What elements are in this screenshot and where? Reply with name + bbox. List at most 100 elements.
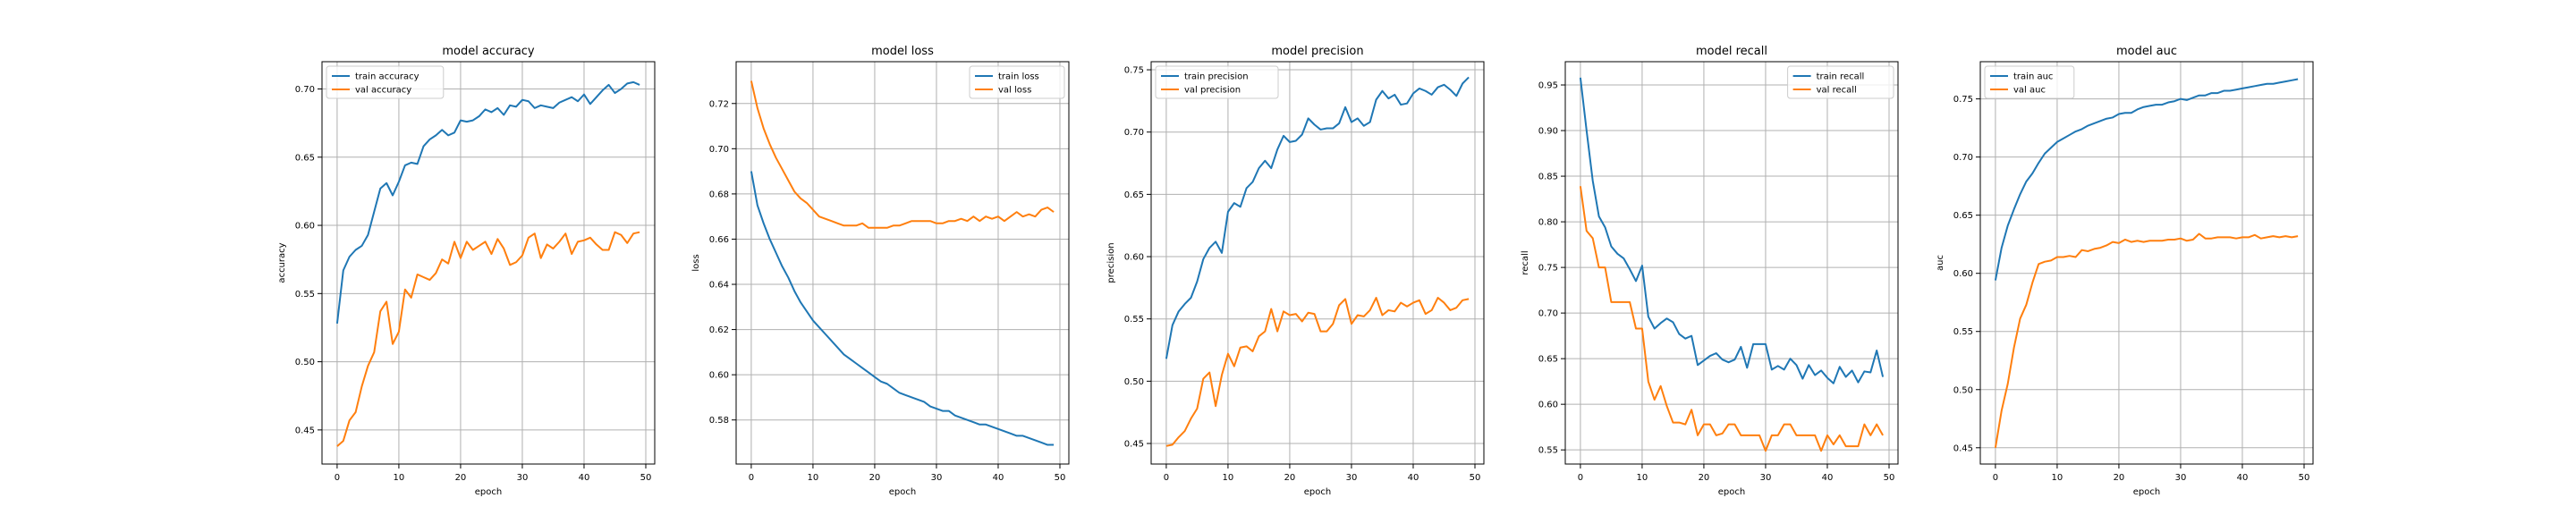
y-axis-label: precision	[1106, 242, 1116, 283]
legend-box	[969, 65, 1065, 99]
y-tick-label: 0.85	[1538, 173, 1558, 182]
chart-panel-3: 0 10 20 30 40 50 0.55 0.60 0.65 0.70 0.75 0.80 0.85 0…	[1521, 45, 1899, 497]
x-tick-label: 30	[517, 473, 529, 483]
y-tick-label: 0.45	[1124, 440, 1144, 450]
legend: train loss val loss	[969, 65, 1065, 99]
legend-label: val precision	[1184, 86, 1241, 96]
series-line-val-precision	[1165, 297, 1470, 447]
x-tick-label: 30	[931, 473, 943, 483]
chart-title: model precision	[1271, 45, 1363, 58]
y-tick-label: 0.70	[1124, 128, 1144, 138]
series-line-train-auc	[1994, 78, 2299, 281]
y-tick-label: 0.55	[1124, 315, 1144, 325]
axes-frame	[321, 61, 656, 465]
series-line-val-loss	[750, 80, 1055, 229]
x-axis-label: epoch	[1718, 487, 1745, 497]
x-tick-label: 20	[2114, 473, 2125, 483]
y-tick-label: 0.45	[1953, 443, 1973, 453]
chart-title: model recall	[1696, 45, 1767, 58]
x-tick-label: 10	[2052, 473, 2063, 483]
x-tick-label: 10	[394, 473, 405, 483]
y-tick-label: 0.68	[709, 190, 729, 199]
series-line-val-auc	[1994, 232, 2299, 448]
x-tick-label: 0	[1993, 473, 1998, 483]
y-tick-label: 0.65	[1538, 355, 1558, 365]
y-tick-label: 0.70	[709, 145, 729, 155]
y-axis-label: accuracy	[277, 242, 287, 283]
y-tick-label: 0.65	[1953, 211, 1973, 221]
y-tick-label: 0.55	[1538, 446, 1558, 456]
y-tick-label: 0.50	[1953, 385, 1973, 395]
axes-frame	[1564, 61, 1899, 465]
legend-label: train loss	[998, 72, 1039, 82]
legend-label: val loss	[998, 86, 1031, 96]
x-tick-label: 50	[1055, 473, 1066, 483]
x-tick-label: 0	[749, 473, 754, 483]
series-line-train-accuracy	[335, 80, 640, 324]
series-line-val-recall	[1579, 186, 1884, 452]
y-tick-label: 0.60	[1124, 253, 1144, 263]
y-tick-label: 0.55	[1953, 327, 1973, 337]
y-tick-label: 0.90	[1538, 127, 1558, 137]
x-tick-label: 50	[2299, 473, 2310, 483]
x-tick-label: 50	[1884, 473, 1895, 483]
x-tick-label: 40	[1822, 473, 1834, 483]
legend-box	[1787, 65, 1894, 99]
legend-box	[1155, 65, 1279, 99]
x-tick-label: 50	[1470, 473, 1481, 483]
legend-label: val recall	[1817, 86, 1857, 96]
x-tick-label: 0	[1164, 473, 1169, 483]
y-tick-label: 0.60	[709, 371, 729, 381]
legend-label: val accuracy	[355, 86, 411, 96]
chart-panel-1: 0 10 20 30 40 50 0.58 0.60 0.62 0.64 0.66 0.68 0.70 0…	[691, 45, 1070, 497]
x-tick-label: 30	[2175, 473, 2187, 483]
y-tick-label: 0.60	[295, 222, 315, 232]
series-line-train-precision	[1165, 76, 1470, 359]
chart-title: model accuracy	[442, 45, 535, 58]
x-tick-label: 30	[1346, 473, 1358, 483]
chart-panel-0: 0 10 20 30 40 50 0.45 0.50 0.55 0.60 0.65 0.70 model…	[277, 45, 656, 497]
legend-label: train precision	[1184, 72, 1249, 82]
y-tick-label: 0.75	[1538, 264, 1558, 274]
x-axis-label: epoch	[475, 487, 502, 497]
series-line-val-accuracy	[336, 231, 640, 447]
x-tick-label: 20	[1699, 473, 1710, 483]
x-tick-label: 10	[1223, 473, 1234, 483]
y-tick-label: 0.62	[709, 325, 729, 335]
y-tick-label: 0.72	[709, 99, 729, 109]
x-tick-label: 10	[808, 473, 819, 483]
axes-frame	[1150, 61, 1485, 465]
series-line-train-recall	[1579, 77, 1885, 384]
series-line-train-loss	[750, 171, 1055, 446]
y-tick-label: 0.50	[1124, 377, 1144, 387]
y-tick-label: 0.60	[1538, 401, 1558, 410]
y-tick-label: 0.60	[1953, 269, 1973, 279]
y-tick-label: 0.70	[1538, 309, 1558, 319]
x-axis-label: epoch	[889, 487, 916, 497]
x-tick-label: 20	[1284, 473, 1296, 483]
x-tick-label: 40	[1408, 473, 1419, 483]
y-tick-label: 0.75	[1124, 66, 1144, 76]
legend-label: train recall	[1817, 72, 1865, 82]
legend: train accuracy val accuracy	[326, 65, 445, 99]
y-tick-label: 0.45	[295, 426, 315, 435]
y-tick-label: 0.65	[1124, 190, 1144, 200]
y-tick-label: 0.58	[709, 416, 729, 426]
legend-label: train accuracy	[355, 72, 419, 82]
x-tick-label: 40	[579, 473, 590, 483]
y-axis-label: auc	[1936, 255, 1945, 271]
y-tick-label: 0.95	[1538, 81, 1558, 91]
x-tick-label: 50	[640, 473, 652, 483]
chart-panel-2: 0 10 20 30 40 50 0.45 0.50 0.55 0.60 0.65 0.70 0.75 m…	[1106, 45, 1485, 497]
y-tick-label: 0.70	[1953, 153, 1973, 163]
legend-label: val auc	[2013, 86, 2046, 96]
chart-title: model loss	[871, 45, 934, 58]
y-tick-label: 0.64	[709, 281, 729, 291]
axes-frame	[735, 61, 1070, 465]
x-axis-label: epoch	[2133, 487, 2160, 497]
y-tick-label: 0.66	[709, 235, 729, 245]
y-tick-label: 0.80	[1538, 218, 1558, 228]
y-tick-label: 0.55	[295, 290, 315, 300]
x-tick-label: 0	[335, 473, 340, 483]
